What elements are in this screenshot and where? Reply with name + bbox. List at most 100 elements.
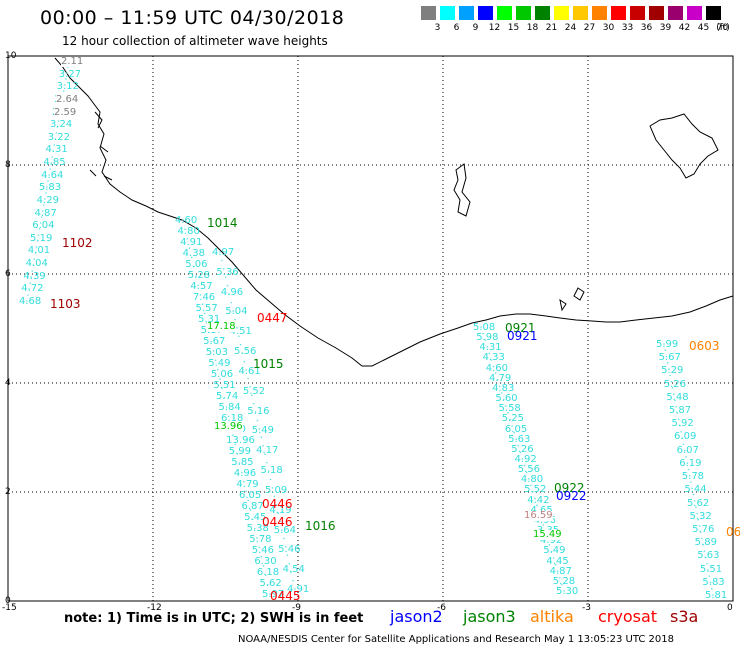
- pass-time-label: 1102: [62, 236, 93, 250]
- track-dot: [245, 369, 248, 371]
- track-dot: [45, 192, 47, 194]
- track-dot: [243, 481, 245, 483]
- track-dot: [267, 470, 270, 472]
- wave-height-value: 5.30: [556, 586, 579, 597]
- track-dot: [482, 332, 484, 335]
- wave-height-value: 4.60: [485, 362, 509, 374]
- track-dot: [500, 392, 503, 394]
- wave-height-value: 5.49: [543, 545, 566, 557]
- track-dot: [262, 444, 264, 447]
- wave-height-value: 5.45: [244, 512, 267, 523]
- wave-height-value: 4.79: [488, 372, 512, 384]
- wave-height-value: 5.36: [216, 266, 239, 278]
- highlighted-value: 15.49: [533, 529, 562, 540]
- wave-height-value: 4.29: [36, 194, 59, 206]
- track-dot: [230, 301, 233, 304]
- track-dot: [33, 258, 36, 260]
- legend-bin-label: 27: [583, 23, 596, 33]
- x-tick-label: -12: [147, 603, 162, 613]
- pass-time-label: 0922: [554, 481, 585, 495]
- wave-height-value: 5.99: [656, 339, 679, 350]
- wave-height-value: 5.62: [686, 497, 710, 509]
- track-dot: [703, 550, 706, 552]
- track-dot: [697, 518, 700, 521]
- wave-height-value: 4.72: [21, 283, 44, 295]
- track-dot: [239, 343, 242, 346]
- track-dot: [684, 449, 686, 452]
- track-dot: [62, 90, 65, 92]
- track-dot: [675, 405, 678, 408]
- wave-height-value: 4.31: [45, 144, 68, 156]
- wave-height-value: 4.92: [540, 535, 563, 547]
- track-dot: [281, 529, 283, 531]
- track-dot: [666, 362, 669, 364]
- track-dot: [221, 259, 223, 262]
- track-dot: [256, 419, 259, 422]
- track-dot: [488, 352, 491, 355]
- track-dot: [704, 556, 707, 559]
- wave-height-value: 4.68: [19, 296, 42, 307]
- track-dot: [251, 394, 253, 397]
- wave-height-value: 4.96: [233, 468, 257, 479]
- track-dot: [38, 228, 41, 230]
- map-grid: [8, 56, 733, 601]
- wave-height-value: 5.78: [249, 534, 272, 545]
- track-dot: [195, 275, 197, 277]
- wave-height-value: 5.31: [198, 314, 221, 325]
- track-dot: [234, 318, 236, 321]
- track-dot: [664, 349, 667, 352]
- wave-height-value: 4.91: [287, 584, 310, 595]
- wave-height-value: 4.17: [256, 445, 279, 457]
- wave-height-value: 6.05: [504, 423, 528, 435]
- track-dot: [679, 424, 681, 427]
- wave-height-value: 4.33: [482, 352, 505, 364]
- wave-height-value: 5.84: [218, 402, 241, 413]
- pass-time-label: 1103: [50, 297, 81, 311]
- pass-time-label: 0446: [262, 515, 293, 529]
- pass-time-label: 06: [726, 525, 740, 539]
- track-dot: [498, 385, 501, 388]
- wave-height-value: 4.31: [479, 342, 502, 354]
- track-dot: [534, 497, 536, 500]
- wave-height-value: 5.60: [495, 393, 518, 405]
- track-dot: [247, 377, 249, 380]
- track-dot: [505, 405, 507, 408]
- legend-swatch: [687, 6, 702, 20]
- wave-height-value: 5.09: [264, 484, 288, 496]
- track-dot: [219, 251, 221, 253]
- track-dot: [707, 569, 709, 571]
- track-dot: [288, 562, 291, 565]
- pass-time-label: 1015: [253, 357, 284, 371]
- wave-height-value: 5.52: [242, 385, 266, 397]
- track-dot: [699, 531, 702, 534]
- wave-height-value: 5.78: [681, 471, 705, 483]
- wave-height-value: 5.81: [705, 590, 728, 601]
- track-dot: [223, 396, 226, 399]
- track-dot: [237, 335, 240, 338]
- wave-height-value: 5.29: [661, 365, 684, 377]
- wave-height-value: 6.09: [674, 431, 697, 443]
- track-dot: [550, 550, 553, 553]
- track-dot: [269, 478, 272, 481]
- track-dot: [279, 520, 281, 523]
- legend-swatch: [516, 6, 531, 20]
- legend-swatch: [440, 6, 455, 20]
- x-tick-label: 0: [727, 603, 733, 613]
- track-dot: [53, 144, 56, 146]
- track-dot: [273, 495, 276, 498]
- track-dot: [217, 368, 219, 371]
- track-dot: [687, 468, 690, 471]
- track-dot: [245, 490, 247, 492]
- track-dot: [523, 464, 526, 467]
- satellite-legend-item: jason3: [463, 607, 516, 626]
- highlighted-value: 2.11: [61, 56, 84, 67]
- island-shape: [453, 163, 471, 217]
- pass-time-label: 0922: [556, 489, 587, 503]
- wave-height-value: 4.79: [236, 479, 259, 490]
- track-dot: [507, 412, 509, 414]
- wave-height-value: 5.97: [262, 589, 285, 600]
- track-dot: [527, 478, 530, 480]
- legend-swatch: [649, 6, 664, 20]
- wave-height-value: 5.99: [228, 446, 251, 457]
